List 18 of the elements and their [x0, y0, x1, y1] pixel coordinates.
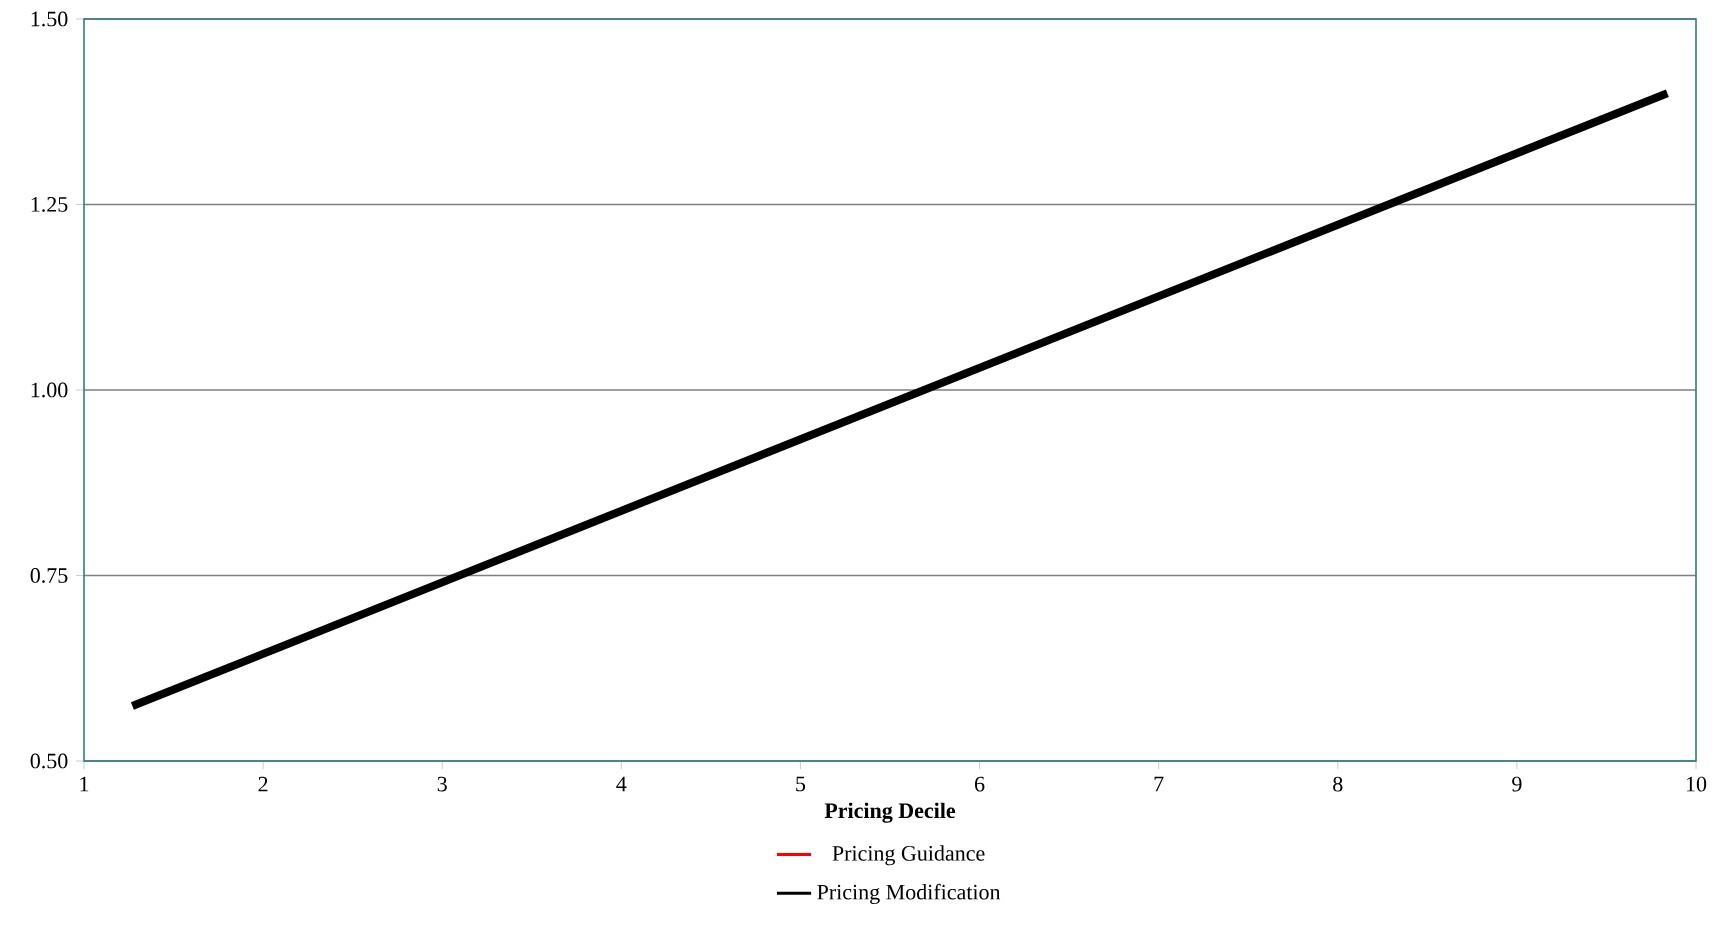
x-tick-label: 5 [796, 776, 806, 792]
x-tick-label: 1 [80, 776, 89, 792]
legend-label: Pricing Guidance [832, 845, 985, 866]
x-axis-title: Pricing Decile [824, 802, 956, 823]
x-tick-label: 7 [1154, 776, 1164, 792]
x-tick-label: 4 [616, 776, 627, 792]
y-tick-label: 1.50 [31, 11, 68, 27]
x-tick-label: 3 [437, 776, 447, 792]
x-tick-label: 2 [258, 776, 268, 792]
y-tick-label: 0.50 [30, 753, 68, 769]
x-tick-label: 8 [1333, 776, 1343, 792]
x-tick-label: 10 [1686, 776, 1707, 792]
y-tick-label: 0.75 [30, 568, 68, 583]
legend-label: Pricing Modification [817, 883, 1001, 905]
y-tick-label: 1.00 [31, 382, 68, 398]
x-tick-label: 9 [1512, 776, 1522, 792]
y-tick-label: 1.25 [31, 197, 68, 212]
x-tick-label: 6 [975, 776, 985, 792]
